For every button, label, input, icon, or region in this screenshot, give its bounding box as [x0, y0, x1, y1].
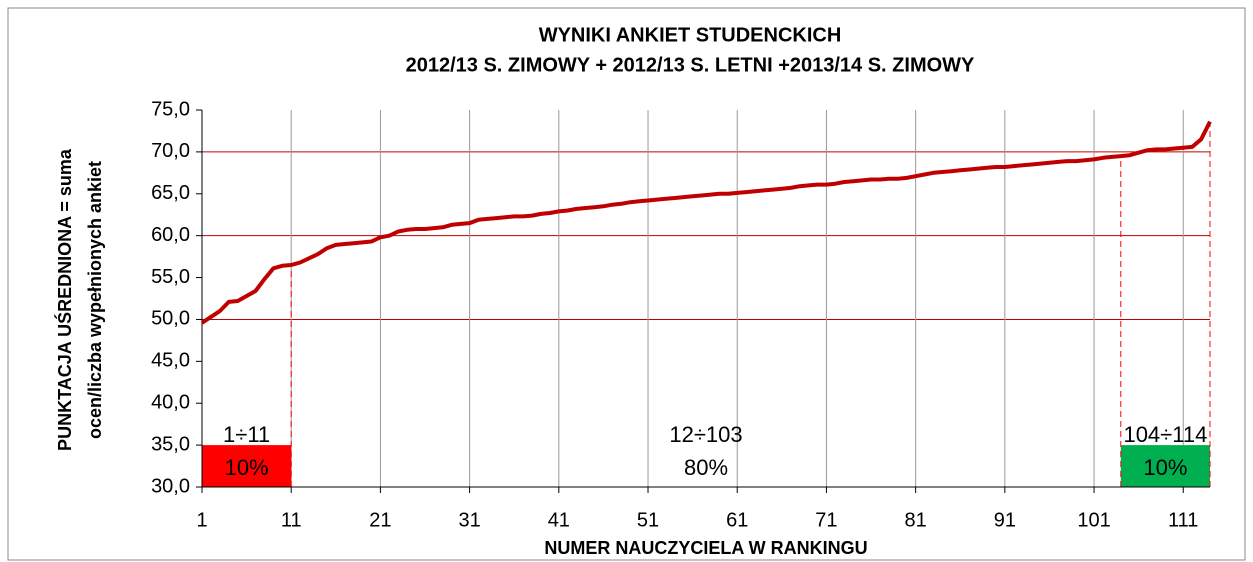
y-tick-label: 65,0 [151, 182, 190, 204]
x-tick-label: 31 [458, 509, 480, 531]
chart-title: WYNIKI ANKIET STUDENCKICH [539, 24, 842, 46]
region-percent: 10% [1143, 455, 1187, 480]
region-box [1120, 445, 1210, 487]
region-label: 12÷103 [669, 422, 742, 447]
x-tick-label: 101 [1077, 509, 1110, 531]
x-tick-label: 91 [994, 509, 1016, 531]
x-tick-label: 71 [815, 509, 837, 531]
y-tick-label: 40,0 [151, 392, 190, 414]
x-tick-label: 61 [726, 509, 748, 531]
region-label: 104÷114 [1123, 422, 1207, 447]
y-tick-label: 50,0 [151, 308, 190, 330]
x-tick-label: 1 [196, 509, 207, 531]
x-axis-title: NUMER NAUCZYCIELA W RANKINGU [544, 538, 867, 558]
x-tick-label: 41 [548, 509, 570, 531]
y-axis-title: PUNKTACJA UŚREDNIONA = suma [54, 148, 75, 451]
chart-subtitle: 2012/13 S. ZIMOWY + 2012/13 S. LETNI +20… [406, 54, 975, 76]
x-tick-label: 81 [905, 509, 927, 531]
region-box [202, 445, 292, 487]
y-tick-label: 45,0 [151, 350, 190, 372]
y-tick-label: 75,0 [151, 98, 190, 120]
y-tick-label: 55,0 [151, 266, 190, 288]
x-tick-label: 11 [281, 509, 302, 531]
x-tick-label: 21 [369, 509, 391, 531]
x-tick-label: 51 [637, 509, 659, 531]
x-tick-label: 111 [1168, 509, 1198, 531]
y-axis-title: ocen/liczba wypełnionych ankiet [85, 161, 105, 439]
chart-frame [7, 7, 1246, 561]
region-label: 1÷11 [223, 422, 270, 447]
y-tick-label: 60,0 [151, 224, 190, 246]
y-tick-label: 70,0 [151, 140, 190, 162]
region-percent: 10% [225, 455, 269, 480]
y-tick-label: 30,0 [151, 475, 190, 497]
region-percent: 80% [684, 455, 728, 480]
y-tick-label: 35,0 [151, 433, 190, 455]
data-line [200, 120, 1212, 325]
